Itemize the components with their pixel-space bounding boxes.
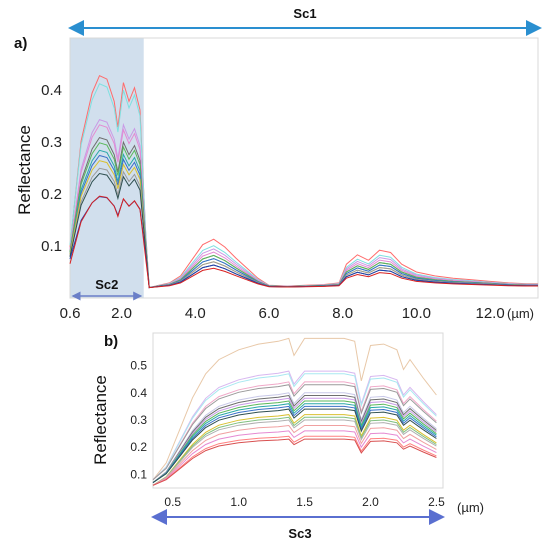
plot-a-ylabel: Reflectance (15, 125, 34, 215)
series-b-line (152, 414, 437, 486)
plot-b-series (152, 337, 437, 486)
x-tick-label: 8.0 (332, 305, 353, 322)
x-tick-label: 6.0 (259, 305, 280, 322)
y-tick-label: 0.1 (130, 467, 147, 481)
series-a-line (69, 154, 538, 289)
series-b-line (152, 373, 437, 481)
series-b-line (152, 370, 437, 481)
panel-a-label: a) (14, 35, 27, 52)
series-b-line (152, 419, 437, 486)
plot-b-y-ticks: 0.1 0.2 0.3 0.4 0.5 (130, 359, 147, 482)
plot-a-series (69, 75, 538, 289)
series-a-line (69, 167, 538, 289)
series-a-line (69, 118, 538, 289)
plot-a-frame (69, 37, 539, 299)
x-tick-label: 1.5 (296, 495, 313, 509)
sc3-label: Sc3 (288, 526, 311, 541)
y-tick-label: 0.2 (130, 440, 147, 454)
y-tick-label: 0.2 (41, 186, 62, 203)
y-tick-label: 0.5 (130, 359, 147, 373)
series-b-line (152, 405, 437, 484)
x-tick-label: 0.6 (60, 305, 81, 322)
series-b-line (152, 381, 437, 481)
y-tick-label: 0.4 (41, 82, 62, 99)
panel-b-label: b) (104, 333, 118, 350)
series-b-line (152, 435, 437, 486)
plot-a-x-ticks: 0.6 2.0 4.0 6.0 8.0 10.0 12.0 (60, 305, 505, 322)
series-b-line (152, 400, 437, 484)
series-b-line (152, 416, 437, 486)
plot-b-frame (152, 332, 444, 489)
sc1-range-arrow: Sc1 (68, 6, 542, 36)
x-tick-label: 10.0 (402, 305, 431, 322)
series-a-line (69, 83, 538, 289)
sc2-label: Sc2 (95, 277, 118, 292)
series-b-line (152, 438, 437, 486)
series-b-line (152, 392, 437, 483)
plot-b-xunit: (µm) (457, 500, 484, 515)
sc1-label: Sc1 (293, 6, 316, 21)
plot-b-x-ticks: 0.5 1.0 1.5 2.0 2.5 (164, 495, 445, 509)
x-tick-label: 2.5 (428, 495, 445, 509)
y-tick-label: 0.3 (130, 413, 147, 427)
plot-b-ylabel: Reflectance (91, 375, 110, 465)
series-b-line (152, 384, 437, 481)
series-a-line (69, 75, 538, 289)
series-b-line (152, 337, 437, 481)
x-tick-label: 2.0 (111, 305, 132, 322)
x-tick-label: 4.0 (185, 305, 206, 322)
x-tick-label: 12.0 (475, 305, 504, 322)
x-tick-label: 0.5 (164, 495, 181, 509)
y-tick-label: 0.3 (41, 134, 62, 151)
x-tick-label: 1.0 (230, 495, 247, 509)
panel-b: b) 0.5 1.0 1.5 2.0 2.5 0.1 0.2 0.3 0.4 0.5 Refle… (91, 332, 484, 515)
sc2-range-arrow: Sc2 (71, 277, 143, 301)
series-b-line (152, 394, 437, 483)
series-a-line (69, 195, 538, 289)
series-b-line (152, 424, 437, 486)
series-b-line (152, 430, 437, 486)
sc3-range-arrow: Sc3 (151, 509, 445, 541)
series-b-line (152, 397, 437, 483)
series-a-line (69, 124, 538, 289)
series-a-line (69, 142, 538, 289)
y-tick-label: 0.4 (130, 386, 147, 400)
series-b-line (152, 403, 437, 484)
series-b-line (152, 408, 437, 484)
plot-a-y-ticks: 0.1 0.2 0.3 0.4 (41, 82, 62, 255)
x-tick-label: 2.0 (362, 495, 379, 509)
y-tick-label: 0.1 (41, 238, 62, 255)
panel-a: a) 0.6 2.0 4.0 6.0 8.0 10.0 12.0 0.10.20.30.4 … (14, 35, 539, 322)
plot-a-xunit: (µm) (507, 306, 534, 321)
